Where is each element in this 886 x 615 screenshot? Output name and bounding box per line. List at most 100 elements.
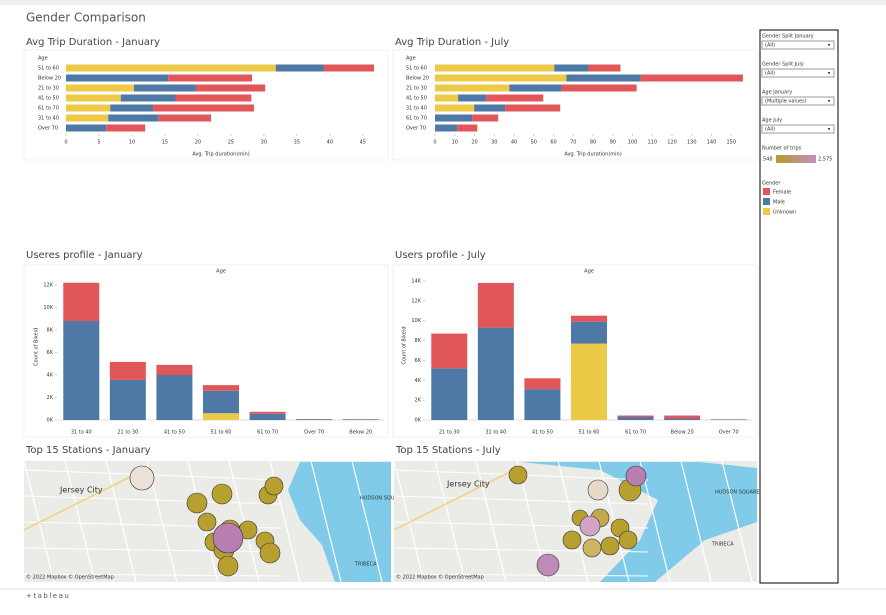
filter-label: Gender Split July <box>762 62 804 68</box>
x-tick-label: 100 <box>628 140 638 146</box>
legend-entry: Unknown <box>773 210 796 216</box>
bar-segment <box>524 389 561 420</box>
bar-segment <box>342 419 379 420</box>
footer-logo: +tableau <box>26 592 70 600</box>
row-header: Age <box>406 56 416 62</box>
legend-swatch[interactable] <box>763 188 770 195</box>
category-label: 31 to 40 <box>406 106 427 112</box>
x-tick-label: 0 <box>64 140 67 146</box>
legend-title: Gender <box>762 181 781 187</box>
bar-segment <box>566 74 641 82</box>
bar-segment <box>66 104 111 112</box>
x-tick-label: 30 <box>491 140 497 146</box>
y-tick-label: 6K <box>47 350 54 356</box>
station-marker <box>264 476 284 496</box>
map-road <box>310 460 342 583</box>
map-road <box>721 460 753 583</box>
legend-swatch[interactable] <box>763 198 770 205</box>
x-tick-label: 20 <box>195 140 201 146</box>
y-tick-label: 14K <box>411 278 421 284</box>
station-marker <box>600 536 620 556</box>
bar-segment <box>435 94 459 102</box>
category-label: 61 to 70 <box>38 106 59 112</box>
legend-swatch[interactable] <box>763 208 770 215</box>
filter-dropdown[interactable] <box>761 96 835 106</box>
x-tick-label: 31 to 40 <box>71 430 92 436</box>
station-marker <box>618 530 638 550</box>
bar-segment <box>175 94 252 102</box>
map-highway <box>23 469 145 531</box>
map-road <box>393 460 425 583</box>
bar-segment <box>203 390 239 414</box>
map-road <box>228 460 260 583</box>
x-tick-label: 40 <box>511 140 517 146</box>
x-tick-label: 40 <box>327 140 333 146</box>
map-label: TRIBECA <box>354 562 377 568</box>
bar-segment <box>435 74 567 82</box>
x-tick-label: 130 <box>687 140 697 146</box>
bar-segment <box>120 94 176 102</box>
bar-segment <box>66 114 109 122</box>
filter-dropdown[interactable] <box>761 124 835 134</box>
bar-segment <box>153 104 254 112</box>
y-tick-label: 2K <box>415 398 422 404</box>
y-tick-label: 4K <box>415 378 422 384</box>
x-tick-label: Below 20 <box>349 430 372 436</box>
filter-dropdown[interactable] <box>761 68 835 78</box>
filter-value: (All) <box>765 71 775 77</box>
map-label: TRIBECA <box>711 542 734 548</box>
bar-segment <box>249 411 286 414</box>
filter-dropdown[interactable] <box>761 40 835 50</box>
x-tick-label: 80 <box>590 140 596 146</box>
x-tick-label: 150 <box>726 140 736 146</box>
bar-segment <box>431 333 468 369</box>
dropdown-arrow: ▾ <box>828 71 831 77</box>
station-marker <box>212 522 244 554</box>
bar-segment <box>509 84 562 92</box>
bar-segment <box>110 104 154 112</box>
bar-segment <box>505 104 561 112</box>
y-tick-label: 12K <box>411 298 421 304</box>
bar-segment <box>66 74 169 82</box>
y-axis-label: Count of Bikeid <box>34 328 40 366</box>
category-label: Below 20 <box>406 76 429 82</box>
map-road <box>393 521 649 529</box>
map-road <box>23 495 281 505</box>
bar-segment <box>588 64 621 72</box>
chart-title: Avg Trip Duration - July <box>395 37 509 48</box>
x-tick-label: 35 <box>294 140 300 146</box>
bar-segment <box>435 124 458 132</box>
row-header: Age <box>38 56 48 62</box>
filter-label: Gender Split January <box>762 34 814 40</box>
station-marker <box>186 492 208 514</box>
x-tick-label: 90 <box>610 140 616 146</box>
bar-segment <box>66 64 276 72</box>
y-tick-label: 10K <box>411 318 421 324</box>
bar-segment <box>617 415 654 418</box>
map-road <box>23 460 55 583</box>
x-tick-label: 51 to 60 <box>211 430 232 436</box>
map-water <box>520 462 757 582</box>
x-tick-label: Over 70 <box>304 430 324 436</box>
station-marker <box>587 479 609 501</box>
bar-segment <box>108 114 159 122</box>
legend-min: 548 <box>763 157 773 163</box>
x-tick-label: 30 <box>261 140 267 146</box>
station-marker <box>211 483 233 505</box>
bar-segment <box>435 64 555 72</box>
column-header: Age <box>584 269 594 275</box>
x-tick-label: 10 <box>452 140 458 146</box>
bar-segment <box>109 361 146 380</box>
bar-segment <box>486 94 544 102</box>
map-label: HUDSON SQUARE <box>715 490 760 496</box>
bar-segment <box>156 375 193 420</box>
x-axis-label: Avg. Trip duration(min) <box>192 152 249 158</box>
bar-segment <box>477 327 514 420</box>
map-road <box>351 460 383 583</box>
x-tick-label: 61 to 70 <box>625 430 646 436</box>
bar-segment <box>109 379 146 420</box>
bar-segment <box>571 315 607 322</box>
x-tick-label: 21 to 30 <box>117 430 138 436</box>
x-axis-label: Avg. Trip duration(min) <box>564 152 621 158</box>
dropdown-arrow: ▾ <box>828 99 831 105</box>
